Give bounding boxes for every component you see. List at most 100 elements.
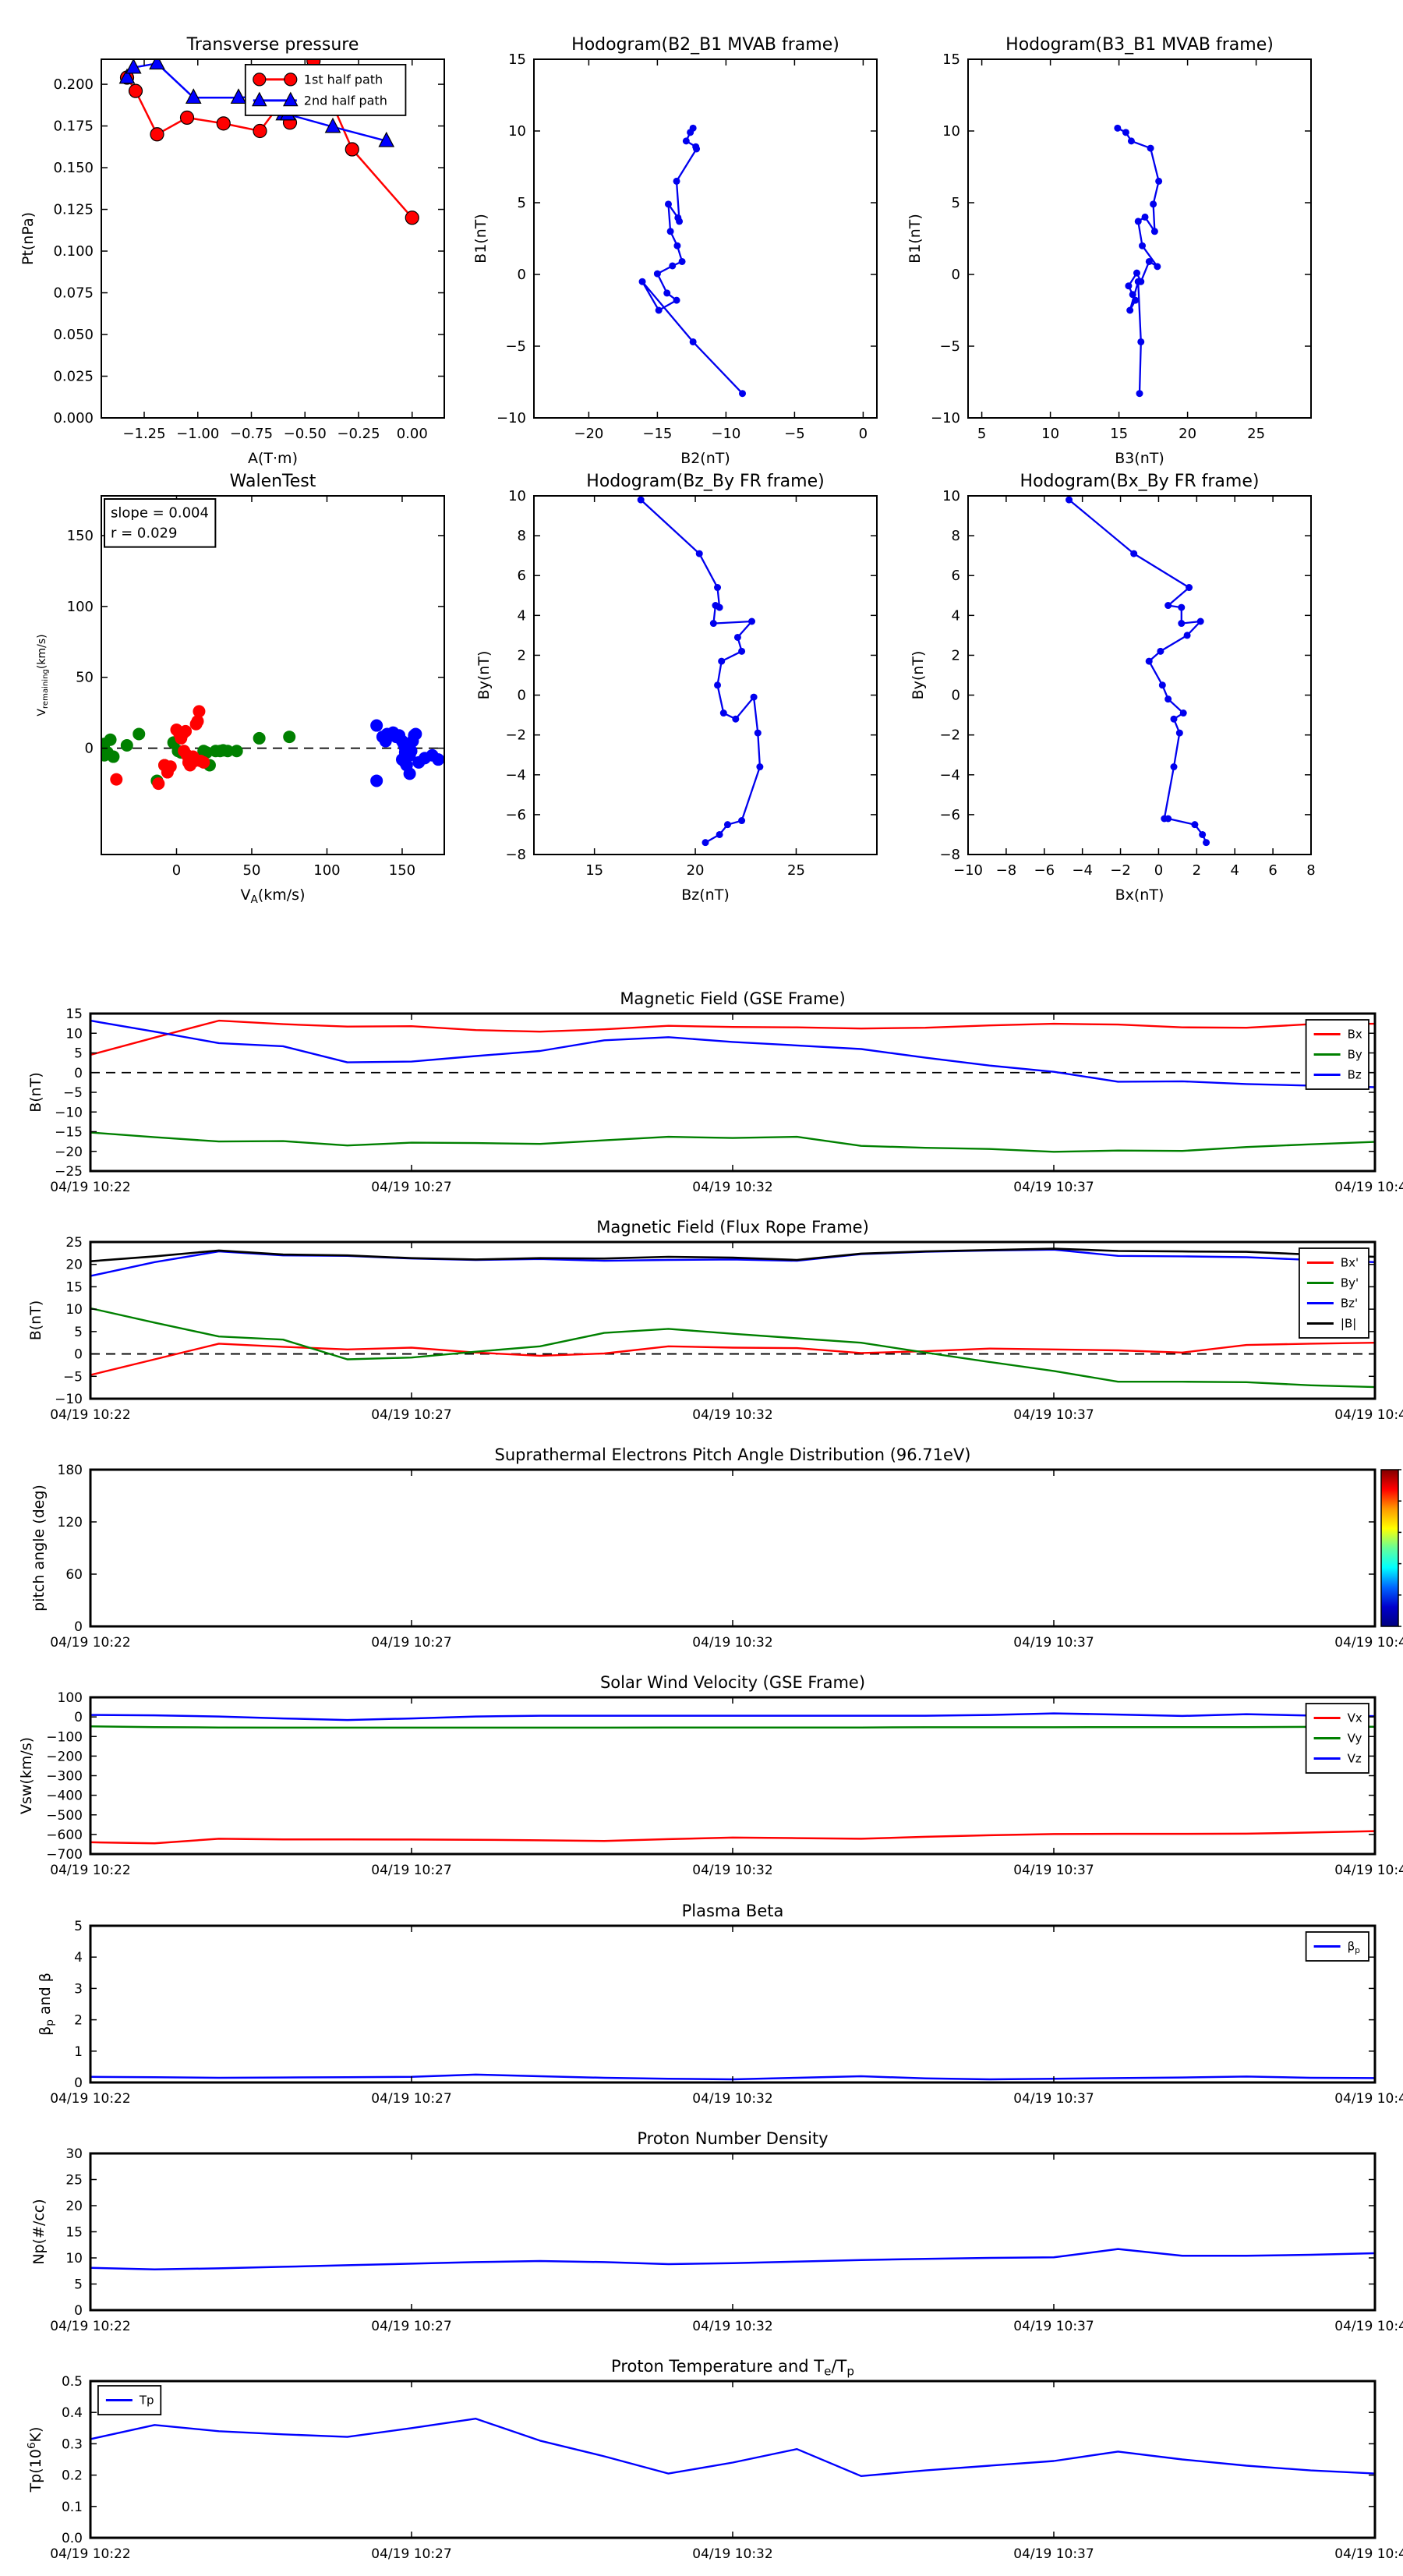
y-tick-label: −100 [46, 1729, 83, 1745]
y-tick-label: 15 [65, 2225, 83, 2241]
y-tick-label: 30 [65, 2146, 83, 2162]
axis-ticks [90, 1241, 1376, 1399]
axis-ticks [968, 58, 1311, 419]
y-tick-label: −4 [939, 767, 960, 784]
y-tick-label: 10 [942, 123, 960, 140]
y-axis-label: pitch angle (deg) [30, 1484, 48, 1612]
x-tick-label: 04/19 10:42 [1334, 1635, 1403, 1651]
y-tick-label: 8 [952, 528, 960, 544]
x-tick-label: 0 [172, 862, 181, 879]
legend: Tp [97, 2385, 162, 2415]
x-axis-label: Bz(nT) [681, 886, 729, 904]
x-axis-label: VA(km/s) [241, 886, 306, 906]
annotation-text: r = 0.029 [111, 525, 177, 542]
chart-walen-test: 0 50 100 150 0 50 100 150 WalenTest VA(km/s) Vrema… [36, 472, 445, 906]
series-red points [110, 705, 210, 791]
series-Vz [90, 1712, 1376, 1721]
chart-title: Suprathermal Electrons Pitch Angle Distr… [495, 1445, 971, 1464]
axes-frame [967, 495, 1312, 855]
x-tick-label: 04/19 10:27 [371, 1180, 451, 1195]
y-tick-label: 0.200 [53, 76, 94, 93]
axis-ticks [90, 2153, 1376, 2311]
y-tick-label: 0 [74, 1066, 83, 1081]
x-tick-label: 04/19 10:37 [1013, 2546, 1094, 2562]
chart-hodogram-b2-b1: −20 −15 −10 −5 0 −10 −5 0 5 10 15 Hodogram(B2_B1 MV… [472, 35, 878, 467]
y-tick-label: 0.5 [62, 2374, 83, 2390]
y-tick-label: 5 [74, 2277, 83, 2293]
series-blue points [370, 719, 445, 787]
x-tick-label: 100 [313, 862, 340, 879]
x-tick-label: 04/19 10:27 [371, 1863, 451, 1878]
axis-ticks [90, 1697, 1376, 1855]
x-tick-label: 04/19 10:27 [371, 2319, 451, 2334]
axis-ticks [534, 58, 877, 419]
x-tick-label: 04/19 10:27 [371, 1635, 451, 1651]
series-layer [1114, 124, 1163, 398]
y-tick-label: 15 [65, 1007, 83, 1022]
y-tick-label: 5 [952, 195, 960, 211]
y-tick-label: 0 [952, 267, 960, 283]
series-By' [90, 1307, 1376, 1389]
x-tick-label: 04/19 10:37 [1013, 1180, 1094, 1195]
series-green points [101, 727, 296, 787]
y-tick-label: −20 [55, 1145, 83, 1160]
y-tick-label: −5 [939, 338, 960, 355]
y-tick-label: 5 [74, 1046, 83, 1062]
series-layer [101, 705, 445, 791]
x-tick-label: 04/19 10:22 [50, 1407, 130, 1423]
series-B2-B1 path [638, 124, 747, 398]
x-tick-label: −10 [953, 862, 983, 879]
y-tick-label: 0.175 [53, 119, 94, 135]
legend: Bx' By' Bz' |B| [1299, 1247, 1369, 1339]
y-tick-label: 0.0 [62, 2531, 83, 2546]
y-axis-label: Tp(106K) [26, 2427, 44, 2493]
y-tick-label: −4 [505, 767, 526, 784]
series-Tp [90, 2417, 1376, 2478]
chart-title: Proton Temperature and Te/Tp [611, 2357, 854, 2379]
y-axis-label: Pt(nPa) [19, 212, 37, 265]
chart-hodogram-bz-by: 15 20 25 −8 −6 −4 −2 0 2 4 6 8 10 Hodogram(Bz_By FR f… [475, 472, 878, 904]
y-tick-label: 3 [74, 1981, 83, 1997]
x-tick-label: 0.00 [397, 426, 428, 442]
y-tick-label: 180 [58, 1463, 83, 1478]
x-tick-label: 50 [243, 862, 261, 879]
legend-label: βp [1348, 1940, 1361, 1955]
x-tick-label: −20 [574, 426, 603, 442]
y-tick-label: −15 [55, 1125, 83, 1141]
legend-label: Vx [1348, 1711, 1362, 1725]
y-tick-label: −5 [505, 338, 526, 355]
y-tick-label: 15 [65, 1279, 83, 1295]
x-tick-label: −6 [1034, 862, 1055, 879]
legend-label: 2nd half path [304, 93, 387, 108]
legend-label: Bz' [1341, 1297, 1358, 1311]
y-tick-label: −500 [46, 1808, 83, 1824]
legend: βp [1305, 1931, 1369, 1962]
legend-label: By [1348, 1048, 1362, 1062]
y-tick-label: −5 [63, 1369, 83, 1385]
series-layer [637, 496, 764, 847]
y-tick-label: 20 [65, 2199, 83, 2214]
x-tick-label: 0 [859, 426, 868, 442]
y-tick-label: 0.050 [53, 327, 94, 343]
axis-ticks [90, 2380, 1376, 2539]
series-layer [90, 2417, 1376, 2478]
y-tick-label: 150 [67, 528, 94, 544]
axis-ticks [967, 495, 1312, 855]
legend-label: |B| [1341, 1317, 1356, 1331]
y-tick-label: 25 [65, 2173, 83, 2189]
chart-solar-wind-velocity: 04/19 10:22 04/19 10:27 04/19 10:32 04/19 1… [18, 1673, 1403, 1878]
chart-title: Proton Number Density [637, 2129, 828, 2148]
series-Np [90, 2248, 1376, 2270]
y-tick-label: 0.000 [53, 410, 94, 426]
legend-label: By' [1341, 1276, 1359, 1290]
y-tick-label: −2 [939, 727, 960, 744]
y-tick-label: −6 [505, 807, 526, 823]
series-|B| [90, 1247, 1376, 1262]
series-layer [1066, 496, 1210, 847]
chart-mag-field-flux-rope: 04/19 10:22 04/19 10:27 04/19 10:32 04/19 1… [27, 1218, 1403, 1423]
y-tick-label: 5 [74, 1325, 83, 1340]
x-tick-label: −0.75 [230, 426, 273, 442]
series-B3-B1 path [1114, 124, 1163, 398]
chart-pitch-angle-distribution: 04/19 10:22 04/19 10:27 04/19 10:32 04/19 1… [30, 1445, 1403, 1651]
